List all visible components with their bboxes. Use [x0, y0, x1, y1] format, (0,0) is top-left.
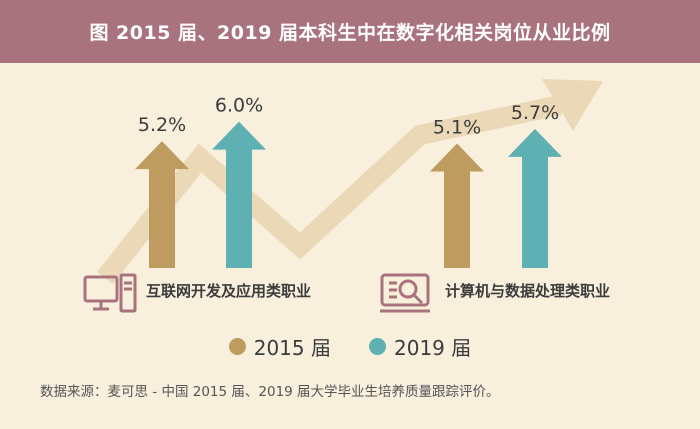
- data-label-2015-2: 5.1%: [433, 117, 481, 139]
- bar-arrow-2015-2: [430, 143, 484, 268]
- data-label-2015-1: 5.2%: [138, 114, 186, 136]
- source-note: 数据来源：麦可思 - 中国 2015 届、2019 届大学毕业生培养质量跟踪评价…: [40, 384, 500, 400]
- data-label-2019-2: 5.7%: [511, 102, 559, 124]
- chart-area: 5.2% 5.1% 6.0% 5.7% 互联网开发及应用类职业 计算机与数据处理类职业: [83, 79, 610, 313]
- data-label-2019-1: 6.0%: [215, 95, 263, 117]
- bar-arrow-2019-2: [508, 128, 562, 268]
- computer-icon: [83, 273, 137, 313]
- chart-title: 图 2015 届、2019 届本科生中在数字化相关岗位从业比例: [0, 0, 700, 63]
- bar-arrow-2019-1: [212, 121, 266, 268]
- legend-dot-2015: [228, 338, 246, 355]
- document-search-icon: [380, 273, 430, 313]
- legend-label-2015: 2015 届: [253, 336, 331, 360]
- legend-label-2019: 2019 届: [394, 336, 472, 360]
- category-label-2: 计算机与数据处理类职业: [445, 282, 610, 300]
- legend: 2015 届 2019 届: [0, 332, 700, 361]
- legend-item-2015: 2015 届: [228, 332, 331, 361]
- bar-arrow-2015-1: [135, 141, 189, 268]
- category-label-1: 互联网开发及应用类职业: [146, 282, 311, 300]
- legend-item-2019: 2019 届: [369, 332, 471, 361]
- trend-arrowhead: [542, 79, 603, 131]
- legend-dot-2019: [369, 338, 386, 355]
